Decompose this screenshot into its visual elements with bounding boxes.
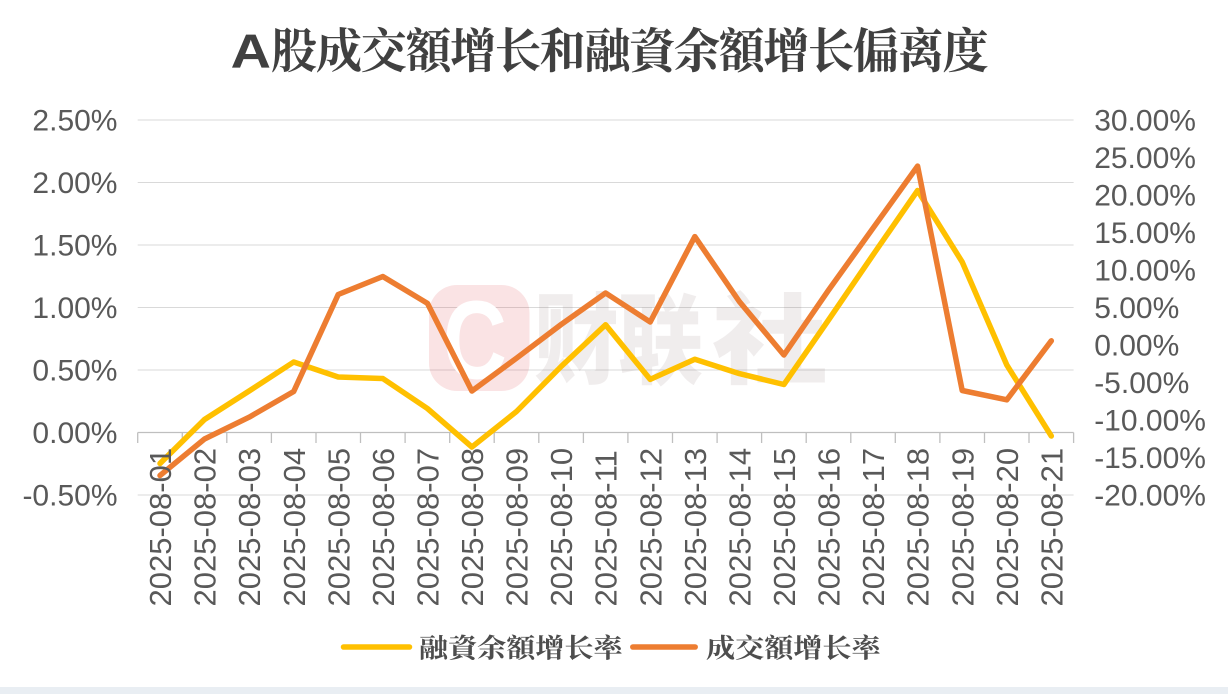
svg-text:20.00%: 20.00% [1094, 180, 1196, 213]
svg-text:2025-08-11: 2025-08-11 [589, 450, 624, 606]
svg-text:-15.00%: -15.00% [1094, 442, 1206, 475]
svg-text:0.50%: 0.50% [32, 355, 117, 388]
svg-text:1.50%: 1.50% [32, 230, 117, 263]
svg-text:25.00%: 25.00% [1094, 142, 1196, 175]
svg-text:-0.50%: -0.50% [22, 480, 117, 513]
svg-text:2025-08-03: 2025-08-03 [232, 448, 267, 607]
svg-text:30.00%: 30.00% [1094, 105, 1196, 138]
svg-text:2025-08-13: 2025-08-13 [678, 448, 713, 607]
svg-text:2025-08-09: 2025-08-09 [500, 448, 535, 607]
svg-text:10.00%: 10.00% [1094, 255, 1196, 288]
svg-text:5.00%: 5.00% [1094, 292, 1179, 325]
svg-text:2025-08-04: 2025-08-04 [277, 448, 312, 607]
svg-text:1.00%: 1.00% [32, 292, 117, 325]
svg-text:2025-08-16: 2025-08-16 [812, 448, 847, 607]
svg-text:2025-08-08: 2025-08-08 [455, 448, 490, 607]
svg-text:2025-08-06: 2025-08-06 [366, 448, 401, 607]
svg-text:2025-08-15: 2025-08-15 [767, 448, 802, 607]
svg-text:2025-08-18: 2025-08-18 [901, 448, 936, 607]
svg-text:2025-08-01: 2025-08-01 [143, 448, 178, 607]
svg-text:-5.00%: -5.00% [1094, 367, 1189, 400]
svg-text:2025-08-19: 2025-08-19 [945, 448, 980, 607]
svg-text:2.00%: 2.00% [32, 167, 117, 200]
svg-text:0.00%: 0.00% [32, 417, 117, 450]
svg-text:-10.00%: -10.00% [1094, 405, 1206, 438]
svg-text:2025-08-21: 2025-08-21 [1034, 448, 1069, 607]
svg-text:2025-08-17: 2025-08-17 [856, 448, 891, 607]
svg-text:2025-08-20: 2025-08-20 [990, 448, 1025, 607]
svg-text:2025-08-07: 2025-08-07 [411, 448, 446, 607]
svg-text:2.50%: 2.50% [32, 105, 117, 138]
svg-text:2025-08-10: 2025-08-10 [544, 448, 579, 607]
svg-text:0.00%: 0.00% [1094, 330, 1179, 363]
svg-text:15.00%: 15.00% [1094, 217, 1196, 250]
svg-text:-20.00%: -20.00% [1094, 480, 1206, 513]
svg-text:2025-08-05: 2025-08-05 [321, 448, 356, 607]
svg-text:2025-08-14: 2025-08-14 [722, 448, 757, 607]
svg-text:2025-08-12: 2025-08-12 [633, 448, 668, 607]
svg-text:2025-08-02: 2025-08-02 [188, 448, 223, 607]
